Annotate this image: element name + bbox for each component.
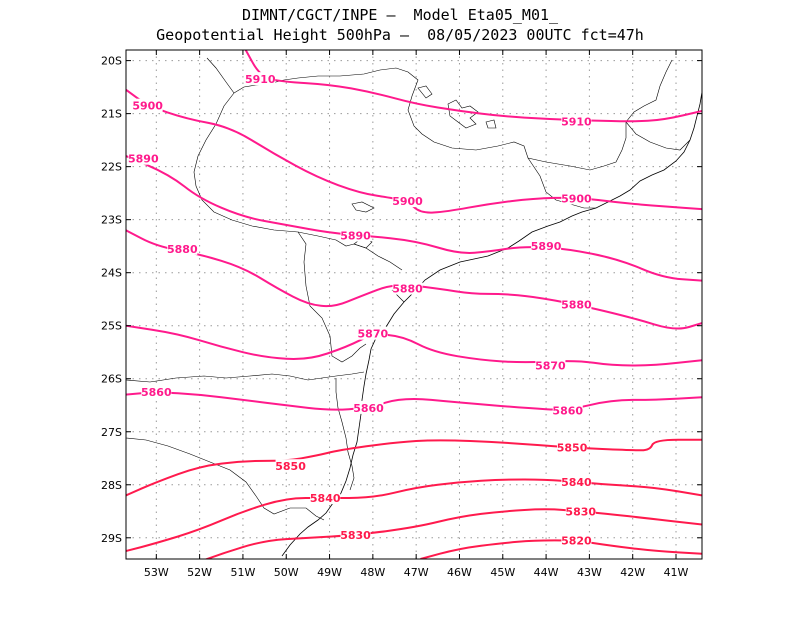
contour-label-bg	[392, 194, 423, 208]
lat-label: 21S	[101, 108, 122, 121]
contour-line-5880	[126, 229, 702, 330]
state-border	[126, 437, 325, 521]
contour-label-bg	[531, 239, 562, 253]
lat-label: 22S	[101, 161, 122, 174]
contour-label-bg	[128, 151, 159, 165]
contour-label-bg	[353, 400, 384, 414]
lon-label: 44W	[534, 566, 559, 579]
contour-line-5820	[420, 539, 702, 559]
atlantic-coastline	[281, 91, 702, 557]
contour-label-bg	[340, 228, 371, 242]
contour-label-bg	[141, 384, 172, 398]
contour-label-5900: 5900	[561, 192, 592, 205]
contour-label-5880: 5880	[561, 299, 592, 312]
contour-label-bg	[535, 358, 566, 372]
contour-labels: 5910 5910 5900 5900 5900 5890 5890 5890 5880 5880…	[128, 72, 596, 547]
reservoir	[447, 99, 479, 129]
lon-label: 51W	[230, 566, 255, 579]
contour-label-5890: 5890	[531, 240, 562, 253]
contour-line-5910	[244, 50, 702, 123]
map-title-line1: DIMNT/CGCT/INPE – Model Eta05_M01_	[241, 6, 559, 24]
contour-label-5840: 5840	[561, 476, 592, 489]
contour-label-bg	[561, 297, 592, 311]
contour-line-5860	[126, 391, 702, 411]
contour-label-bg	[561, 533, 592, 547]
contour-label-5890: 5890	[340, 230, 371, 243]
lat-label: 20S	[101, 55, 122, 68]
contour-label-bg	[561, 475, 592, 489]
contour-label-bg	[357, 326, 388, 340]
contour-label-bg	[565, 504, 596, 518]
contour-label-bg	[552, 403, 583, 417]
lat-label: 23S	[101, 214, 122, 227]
lon-label: 49W	[317, 566, 342, 579]
contour-label-5830: 5830	[340, 529, 371, 542]
contour-label-5860: 5860	[552, 405, 583, 418]
map-frame	[125, 49, 703, 560]
lon-label: 52W	[187, 566, 212, 579]
contour-label-5900: 5900	[392, 195, 423, 208]
contour-label-5830: 5830	[565, 505, 596, 518]
contour-line-5870	[126, 324, 702, 367]
lat-label: 26S	[101, 373, 122, 386]
contour-label-5850: 5850	[275, 460, 306, 473]
lat-label: 29S	[101, 532, 122, 545]
lon-label: 42W	[620, 566, 645, 579]
lon-label: 50W	[274, 566, 299, 579]
contour-label-5860: 5860	[353, 402, 384, 415]
lon-label: 48W	[360, 566, 385, 579]
contour-label-bg	[132, 98, 163, 112]
reservoir	[417, 85, 433, 99]
lon-label: 45W	[490, 566, 515, 579]
contour-label-bg	[310, 491, 341, 505]
contour-label-5910: 5910	[561, 116, 592, 129]
contour-label-5820: 5820	[561, 534, 592, 547]
contour-label-bg	[275, 459, 306, 473]
lon-label: 53W	[144, 566, 169, 579]
lon-label: 41W	[664, 566, 689, 579]
state-border	[625, 121, 691, 151]
state-border	[335, 378, 355, 491]
reservoir	[485, 119, 497, 129]
contour-label-5910: 5910	[245, 73, 276, 86]
state-border	[126, 371, 365, 383]
contour-label-5870: 5870	[535, 359, 566, 372]
axis-ticks: 20S 21S 22S 23S 24S 25S 26S 27S 28S 29S 53W 52W 51W 5…	[101, 50, 702, 579]
contour-label-bg	[561, 114, 592, 128]
lat-label: 25S	[101, 320, 122, 333]
lat-label: 27S	[101, 426, 122, 439]
coastline-and-borders	[126, 57, 702, 557]
contour-label-bg	[557, 440, 588, 454]
contour-label-bg	[245, 72, 276, 86]
contour-label-5880: 5880	[392, 283, 423, 296]
state-border	[527, 157, 596, 209]
contour-label-5880: 5880	[167, 243, 198, 256]
contour-label-bg	[340, 528, 371, 542]
reservoir	[351, 201, 375, 213]
contour-label-bg	[167, 241, 198, 255]
contour-label-5860: 5860	[141, 386, 172, 399]
lat-label: 24S	[101, 267, 122, 280]
contour-label-bg	[392, 281, 423, 295]
contour-label-5840: 5840	[310, 492, 341, 505]
lon-label: 43W	[577, 566, 602, 579]
contour-line-5830	[204, 508, 702, 559]
contour-label-5900: 5900	[132, 100, 163, 113]
contour-label-5890: 5890	[128, 153, 159, 166]
lat-label: 28S	[101, 479, 122, 492]
lon-label: 47W	[404, 566, 429, 579]
map-title-line2: Geopotential Height 500hPa – 08/05/2023 …	[156, 26, 644, 44]
state-border	[193, 92, 367, 363]
lon-label: 46W	[447, 566, 472, 579]
contour-line-5890	[126, 155, 702, 282]
contour-line-5850	[126, 438, 702, 497]
contour-label-5870: 5870	[358, 328, 389, 341]
contour-label-bg	[561, 191, 592, 205]
contour-label-5850: 5850	[557, 442, 588, 455]
